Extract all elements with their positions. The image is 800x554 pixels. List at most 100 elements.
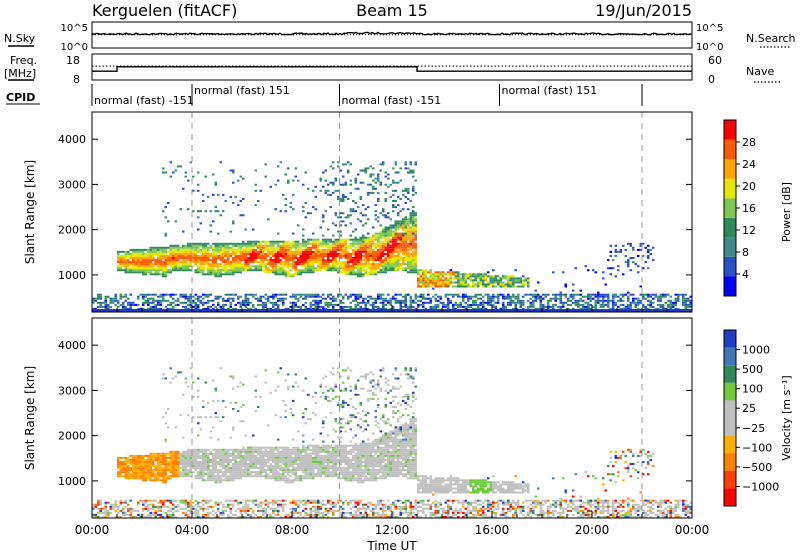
power-cell — [297, 261, 300, 264]
power-cell — [687, 303, 690, 306]
power-cell — [594, 293, 597, 296]
power-cell — [222, 267, 225, 270]
power-cell — [344, 273, 347, 276]
velocity-cell — [187, 454, 190, 457]
power-cell — [369, 269, 372, 272]
power-cell — [427, 297, 430, 300]
power-cell — [657, 303, 660, 306]
power-cell — [244, 248, 247, 251]
power-cell — [264, 253, 267, 255]
power-cell — [619, 303, 622, 306]
velocity-cell — [164, 475, 167, 478]
power-cell — [142, 261, 145, 264]
power-cell — [422, 277, 425, 280]
power-cell — [489, 277, 492, 280]
power-cell — [382, 230, 385, 233]
velocity-cell — [237, 450, 240, 453]
power-cell — [214, 206, 217, 209]
power-cell — [429, 269, 432, 272]
power-cell — [377, 259, 380, 262]
velocity-cell — [229, 436, 232, 439]
power-cell — [234, 255, 237, 257]
power-cell — [214, 265, 217, 268]
power-cell — [392, 189, 395, 192]
power-cell — [182, 187, 185, 190]
power-cell — [354, 228, 357, 231]
velocity-cell — [224, 505, 227, 508]
velocity-cell — [224, 452, 227, 455]
velocity-cell — [202, 452, 205, 455]
power-cell — [137, 255, 140, 257]
power-cell — [329, 301, 332, 304]
velocity-cell — [179, 507, 182, 510]
velocity-cell — [142, 459, 145, 461]
power-cell — [357, 259, 360, 262]
power-cell — [289, 253, 292, 255]
velocity-cell — [124, 463, 127, 465]
power-cell — [232, 259, 235, 262]
power-cell — [527, 285, 530, 288]
power-cell — [494, 305, 497, 308]
power-cell — [487, 301, 490, 304]
power-cell — [324, 238, 327, 241]
power-cell — [394, 299, 397, 302]
power-cell — [602, 271, 605, 274]
power-cell — [387, 240, 390, 243]
power-cell — [452, 303, 455, 306]
velocity-cell — [157, 475, 160, 478]
power-cell — [147, 307, 150, 310]
power-cell — [262, 295, 265, 298]
power-cell — [292, 240, 295, 243]
power-cell — [369, 236, 372, 239]
power-cell — [379, 236, 382, 239]
power-cell — [192, 189, 195, 192]
power-cell — [174, 220, 177, 223]
velocity-cell — [124, 465, 127, 468]
power-cell — [124, 299, 127, 302]
velocity-cell — [184, 461, 187, 463]
power-cell — [214, 246, 217, 249]
power-cell — [102, 301, 105, 304]
velocity-cell — [209, 461, 212, 463]
power-cell — [399, 232, 402, 235]
velocity-cell — [232, 499, 235, 502]
power-cell — [137, 261, 140, 264]
power-cell — [574, 301, 577, 304]
velocity-cell — [224, 471, 227, 474]
power-cell — [409, 246, 412, 249]
velocity-cell — [152, 479, 155, 482]
velocity-cell — [172, 461, 175, 463]
velocity-cell — [219, 448, 222, 451]
power-cell — [402, 242, 405, 245]
velocity-cell — [212, 475, 215, 478]
power-cell — [592, 305, 595, 308]
power-cell — [372, 234, 375, 237]
velocity-cell — [224, 477, 227, 480]
velocity-cell — [159, 475, 162, 478]
velocity-cell — [157, 505, 160, 508]
power-cell — [304, 253, 307, 255]
power-cell — [399, 222, 402, 225]
power-cell — [222, 261, 225, 264]
power-cell — [212, 193, 215, 196]
power-cell — [424, 279, 427, 282]
power-cell — [277, 248, 280, 251]
power-cell — [352, 238, 355, 241]
power-cell — [339, 230, 342, 233]
velocity-cell — [122, 456, 125, 459]
power-cell — [184, 250, 187, 253]
velocity-cell — [217, 481, 220, 484]
power-cell — [307, 267, 310, 270]
power-cell — [604, 293, 607, 296]
power-cell — [187, 179, 190, 182]
velocity-cell — [99, 501, 102, 504]
power-cell — [632, 297, 635, 300]
velocity-cell — [119, 465, 122, 468]
power-cell — [202, 265, 205, 268]
power-cell — [117, 305, 120, 308]
power-cell — [304, 242, 307, 245]
power-cell — [417, 299, 420, 302]
power-cell — [134, 255, 137, 257]
velocity-cell — [169, 467, 172, 470]
power-cell — [124, 255, 127, 257]
